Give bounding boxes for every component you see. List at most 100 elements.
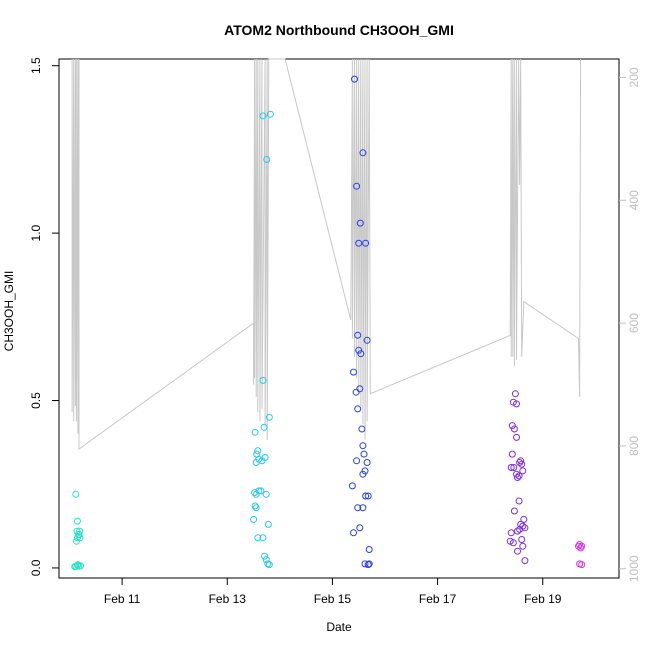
data-point (262, 556, 270, 564)
x-tick-label: Feb 15 (314, 592, 352, 606)
data-point (515, 472, 523, 480)
data-point (76, 534, 84, 542)
data-point (519, 467, 527, 475)
y-axis: 0.0 0.5 1.0 1.5 (29, 57, 59, 576)
data-point (520, 515, 528, 523)
data-point (514, 527, 521, 535)
data-point (262, 490, 270, 498)
data-point (510, 507, 518, 515)
y2-tick-label: 800 (627, 436, 641, 456)
data-point (513, 400, 520, 408)
data-point (252, 490, 260, 498)
data-point (250, 515, 258, 523)
data-point (254, 534, 262, 542)
data-point (265, 413, 273, 421)
x-tick-label: Feb 13 (209, 592, 247, 606)
data-point (251, 502, 259, 510)
data-point (355, 346, 363, 354)
data-point (356, 524, 364, 532)
data-point (356, 219, 364, 227)
data-point (73, 527, 81, 535)
data-point (518, 536, 526, 543)
data-point (577, 544, 585, 552)
data-point (518, 460, 526, 468)
data-point (353, 457, 361, 465)
data-point (259, 376, 267, 384)
data-point (510, 425, 518, 433)
data-point (251, 428, 259, 436)
data-point (507, 529, 515, 537)
data-point (355, 239, 363, 247)
data-point (515, 497, 523, 505)
data-point (510, 464, 518, 471)
data-point (519, 542, 527, 550)
data-point (359, 442, 367, 450)
pressure-line-layer (71, 58, 582, 450)
data-point (260, 423, 268, 431)
data-point (252, 504, 260, 512)
y2-tick-label: 200 (627, 67, 641, 87)
data-point (356, 385, 364, 393)
data-point (348, 482, 356, 490)
y-tick-label: 0.5 (29, 392, 43, 409)
data-point (259, 112, 267, 120)
data-point (359, 149, 367, 157)
data-point (516, 525, 524, 533)
data-point (365, 546, 373, 553)
data-point (362, 492, 370, 500)
data-point (514, 547, 521, 555)
data-point (363, 336, 371, 344)
y2-axis: 200 400 600 800 1000 (619, 67, 641, 582)
y-axis-label: CH3OOH_GMI (2, 271, 16, 352)
data-point (265, 561, 273, 569)
x-axis-label: Date (326, 620, 352, 634)
data-point (513, 433, 520, 441)
data-points-layer (71, 75, 586, 571)
data-point (516, 459, 524, 466)
data-point (362, 239, 370, 247)
data-point (351, 75, 358, 83)
data-point (509, 539, 517, 547)
data-point (511, 390, 519, 398)
data-point (353, 182, 361, 190)
data-point (357, 350, 365, 358)
y2-tick-label: 400 (627, 190, 641, 210)
data-point (354, 504, 362, 512)
data-point (350, 368, 357, 376)
data-point (350, 529, 357, 537)
data-point (578, 561, 586, 569)
data-point (360, 450, 368, 458)
data-point (514, 474, 521, 481)
data-point (578, 542, 586, 550)
data-point (354, 331, 362, 339)
data-point (521, 557, 529, 565)
data-point (261, 552, 269, 560)
data-point (259, 534, 267, 542)
data-point (517, 520, 525, 528)
data-point (575, 542, 582, 550)
data-point (251, 489, 259, 497)
data-point (352, 388, 360, 396)
data-point (74, 561, 82, 569)
data-point (76, 527, 83, 535)
data-point (358, 425, 366, 433)
data-point (72, 537, 80, 545)
data-point (365, 560, 373, 568)
y-tick-label: 1.5 (29, 57, 43, 74)
plot-frame (58, 58, 620, 579)
data-point (507, 464, 515, 471)
data-point (72, 490, 80, 498)
data-point (263, 156, 271, 163)
data-point (75, 531, 82, 538)
data-point (364, 561, 372, 569)
data-point (257, 487, 265, 495)
data-point (363, 459, 371, 466)
data-point (354, 405, 362, 413)
y-tick-label: 1.0 (29, 224, 43, 241)
x-tick-label: Feb 11 (104, 592, 141, 606)
chart-title: ATOM2 Northbound CH3OOH_GMI (224, 22, 454, 38)
data-point (254, 447, 262, 455)
data-point (576, 541, 584, 548)
y-tick-label: 0.0 (29, 559, 43, 576)
